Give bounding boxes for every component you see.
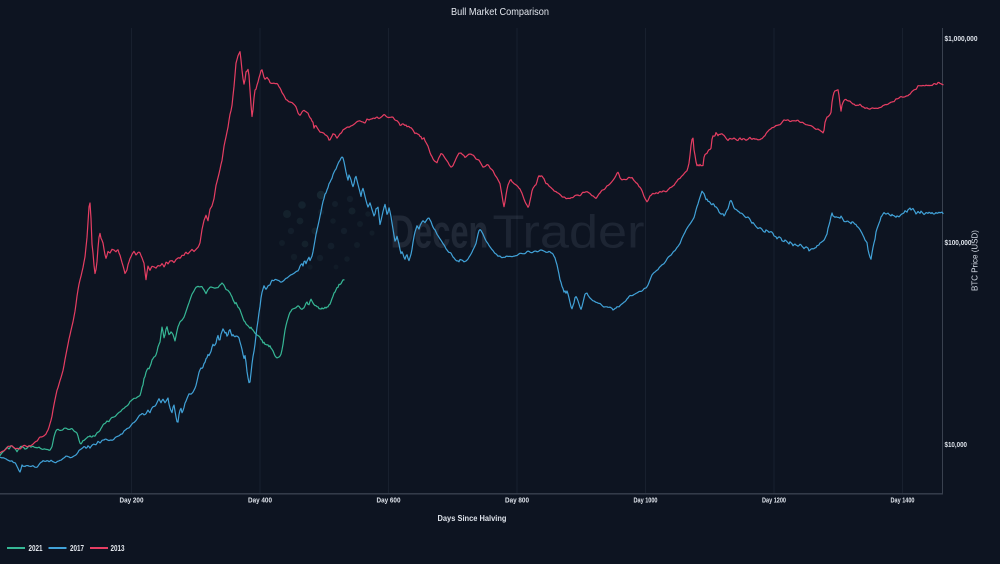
svg-text:Bull Market Comparison: Bull Market Comparison bbox=[451, 6, 549, 18]
svg-text:Day 1200: Day 1200 bbox=[762, 498, 786, 505]
svg-text:2013: 2013 bbox=[111, 544, 125, 553]
svg-text:$10,000: $10,000 bbox=[945, 440, 968, 449]
svg-text:2017: 2017 bbox=[70, 544, 84, 553]
svg-text:BTC Price (USD): BTC Price (USD) bbox=[971, 230, 980, 291]
svg-text:Decen: Decen bbox=[391, 205, 489, 257]
svg-text:2021: 2021 bbox=[29, 544, 43, 553]
svg-text:Day 800: Day 800 bbox=[505, 498, 529, 505]
svg-text:Day 1000: Day 1000 bbox=[634, 498, 658, 505]
svg-text:Day 1400: Day 1400 bbox=[891, 498, 915, 505]
svg-text:Day 400: Day 400 bbox=[248, 498, 272, 505]
svg-text:Days Since Halving: Days Since Halving bbox=[438, 513, 507, 523]
svg-text:Trader: Trader bbox=[493, 205, 645, 257]
svg-text:Day 600: Day 600 bbox=[377, 498, 401, 505]
svg-text:$100,000: $100,000 bbox=[945, 238, 972, 247]
svg-text:$1,000,000: $1,000,000 bbox=[945, 34, 978, 43]
svg-text:Day 200: Day 200 bbox=[120, 498, 144, 505]
